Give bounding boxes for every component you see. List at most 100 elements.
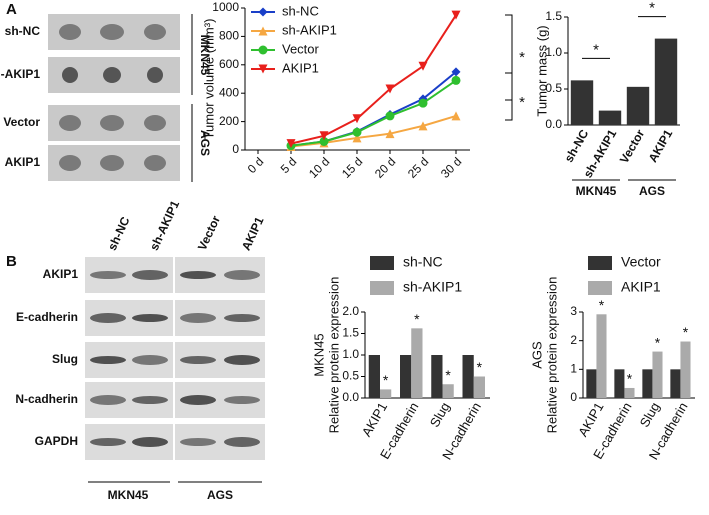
- legend-label: Vector: [621, 254, 661, 270]
- blot-band: [180, 271, 216, 279]
- marker: [319, 131, 329, 141]
- legend-swatch: [588, 281, 612, 295]
- blot-row-label: AKIP1: [43, 267, 79, 281]
- bar: [368, 355, 380, 398]
- marker: [451, 67, 461, 77]
- bracket: [505, 72, 513, 121]
- y-tick-label: 0.5: [545, 81, 562, 95]
- marker: [258, 26, 268, 36]
- x-tick-label: 0 d: [245, 154, 267, 176]
- y-tick-label: 200: [219, 114, 239, 128]
- bar: [654, 38, 678, 125]
- photo-row-label: AKIP1: [5, 155, 41, 169]
- side-title: AGS: [529, 341, 544, 369]
- blot-band: [90, 313, 126, 323]
- blot-band: [224, 355, 260, 365]
- tumor: [103, 67, 121, 83]
- significance: *: [519, 94, 525, 111]
- marker: [418, 98, 428, 108]
- blot-column-label: sh-AKIP1: [147, 198, 182, 253]
- blot-band: [224, 437, 260, 447]
- tumor: [147, 67, 163, 83]
- bar: [596, 314, 607, 398]
- bar: [442, 384, 454, 398]
- blot-row-label: E-cadherin: [16, 310, 78, 324]
- side-title: MKN45: [311, 333, 326, 376]
- bar: [400, 355, 412, 398]
- bar: [680, 341, 691, 398]
- y-tick-label: 1000: [212, 0, 239, 14]
- panel-label: B: [6, 253, 17, 270]
- blot-row-label: GAPDH: [35, 434, 78, 448]
- significance: *: [593, 41, 599, 58]
- bar: [431, 355, 443, 398]
- bar: [411, 328, 423, 398]
- bar: [626, 86, 650, 125]
- legend-label: sh-NC: [282, 3, 319, 18]
- legend-swatch: [370, 256, 394, 270]
- marker: [286, 139, 296, 149]
- legend-label: Vector: [282, 41, 320, 56]
- blot-band: [180, 356, 216, 364]
- legend-label: AKIP1: [282, 60, 319, 75]
- bar: [586, 369, 597, 398]
- blot-band: [90, 356, 126, 364]
- photo-row-label: sh-AKIP1: [0, 67, 40, 81]
- blot-column-label: sh-NC: [105, 214, 133, 252]
- significance: *: [383, 372, 389, 388]
- y-axis-label: Relative protein expression: [544, 277, 559, 434]
- legend-label: AKIP1: [621, 279, 661, 295]
- blot-band: [132, 314, 168, 322]
- blot-band: [180, 395, 216, 405]
- significance: *: [599, 297, 605, 313]
- marker: [258, 64, 268, 74]
- legend-swatch: [588, 256, 612, 270]
- marker: [451, 111, 461, 121]
- blot-group-label: MKN45: [108, 488, 149, 502]
- group-label: AGS: [639, 184, 665, 198]
- y-tick-label: 0.0: [342, 390, 359, 404]
- x-tick-label: 25 d: [405, 154, 431, 180]
- y-tick-label: 400: [219, 85, 239, 99]
- bracket: [505, 14, 513, 101]
- marker: [418, 121, 428, 131]
- blot-band: [132, 355, 168, 365]
- blot-row-label: N-cadherin: [15, 392, 78, 406]
- y-tick-label: 1.0: [545, 45, 562, 59]
- blot-column-label: AKIP1: [239, 214, 267, 252]
- series-line: [290, 79, 457, 147]
- significance: *: [655, 334, 661, 350]
- x-tick-label: 20 d: [372, 154, 398, 180]
- x-tick-label: Vector: [617, 127, 648, 166]
- legend-label: sh-NC: [403, 254, 443, 270]
- y-axis-label: Tumor mass (g): [534, 25, 549, 116]
- significance: *: [649, 0, 655, 17]
- y-tick-label: 0: [570, 390, 577, 404]
- photo-group-label: MKN45: [198, 35, 212, 76]
- x-tick-label: sh-NC: [562, 127, 592, 165]
- marker: [385, 111, 395, 121]
- y-tick-label: 2: [570, 333, 577, 347]
- significance: *: [683, 324, 689, 340]
- y-tick-label: 1: [570, 362, 577, 376]
- bar: [598, 110, 622, 125]
- bar: [652, 351, 663, 398]
- significance: *: [477, 359, 483, 375]
- bar: [670, 369, 681, 398]
- blot-band: [224, 314, 260, 322]
- tumor: [59, 115, 81, 131]
- blot-band: [132, 270, 168, 280]
- series-line: [290, 71, 457, 147]
- tumor: [59, 155, 81, 171]
- blot-band: [180, 438, 216, 446]
- y-tick-label: 0.0: [545, 117, 562, 131]
- tumor: [144, 24, 166, 40]
- blot-band: [224, 396, 260, 404]
- significance: *: [627, 371, 633, 387]
- tumor: [59, 24, 81, 40]
- bar: [473, 376, 485, 398]
- panel-label: A: [6, 1, 17, 18]
- x-tick-label: Slug: [637, 400, 663, 430]
- blot-column-label: Vector: [195, 213, 223, 252]
- significance: *: [414, 311, 420, 327]
